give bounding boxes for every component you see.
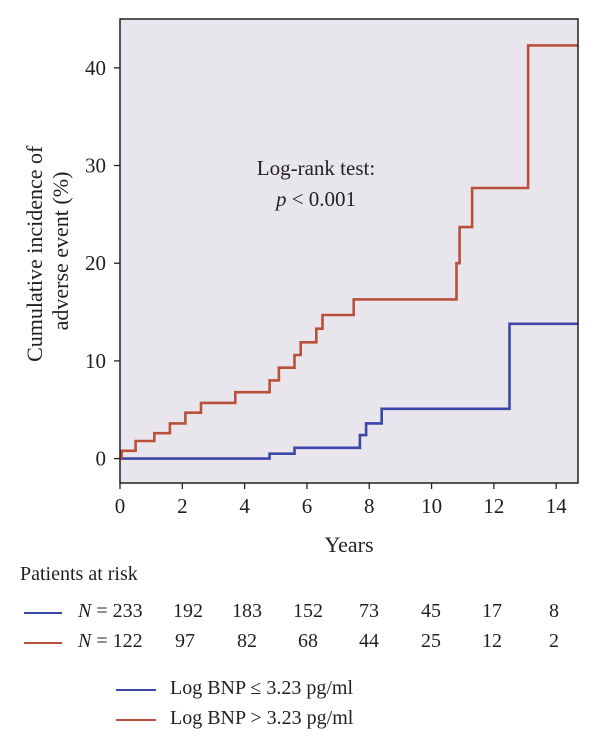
series-line-1 — [120, 44, 578, 460]
risk-value: 44 — [359, 630, 379, 652]
risk-row-line — [24, 612, 62, 614]
risk-row-low-bnp: N = 233 192 183 152 73 45 17 8 — [0, 600, 600, 626]
risk-value: 82 — [237, 630, 257, 652]
plot-frame — [119, 18, 579, 484]
series-line-0 — [120, 322, 578, 460]
x-tick-label: 2 — [177, 494, 188, 518]
risk-value: 152 — [293, 600, 323, 622]
risk-value: 45 — [421, 600, 441, 622]
risk-table-title: Patients at risk — [20, 563, 138, 585]
legend-label: Log BNP > 3.23 pg/ml — [170, 707, 354, 729]
risk-row-line — [24, 642, 62, 644]
x-tick-label: 10 — [421, 494, 442, 518]
y-tick-label: 30 — [85, 154, 106, 178]
risk-value: 2 — [549, 630, 559, 652]
y-axis-label: Cumulative incidence of adverse event (%… — [22, 140, 73, 362]
y-tick-label: 10 — [85, 349, 106, 373]
logrank-annotation-title: Log-rank test: — [257, 156, 375, 180]
risk-value: 17 — [482, 600, 502, 622]
risk-value: 8 — [549, 600, 559, 622]
legend-label: Log BNP ≤ 3.23 pg/ml — [170, 677, 354, 699]
y-axis-label-line2: adverse event (%) — [48, 172, 73, 331]
x-tick-label: 12 — [483, 494, 504, 518]
risk-value: 25 — [421, 630, 441, 652]
risk-row-n: N = 233 — [78, 600, 143, 622]
x-tick-label: 14 — [546, 494, 568, 518]
risk-value: 68 — [298, 630, 318, 652]
x-tick-label: 0 — [115, 494, 126, 518]
risk-value: 192 — [173, 600, 203, 622]
legend-swatch — [116, 719, 156, 721]
x-tick-label: 6 — [302, 494, 313, 518]
p-value: < 0.001 — [286, 187, 356, 211]
x-axis-label: Years — [324, 532, 373, 557]
risk-row-high-bnp: N = 122 97 82 68 44 25 12 2 — [0, 630, 600, 656]
risk-value: 183 — [232, 600, 262, 622]
risk-row-n: N = 122 — [78, 630, 143, 652]
plot-area — [120, 19, 578, 483]
risk-value: 73 — [359, 600, 379, 622]
risk-value: 12 — [482, 630, 502, 652]
risk-value: 97 — [175, 630, 195, 652]
y-tick-label: 0 — [96, 447, 107, 471]
x-tick-label: 4 — [239, 494, 250, 518]
logrank-annotation-pvalue: p < 0.001 — [274, 187, 356, 211]
y-tick-label: 20 — [85, 251, 106, 275]
legend-swatch — [116, 689, 156, 691]
y-tick-label: 40 — [85, 56, 106, 80]
x-tick-label: 8 — [364, 494, 375, 518]
p-symbol: p — [274, 187, 287, 211]
y-axis-label-line1: Cumulative incidence of — [22, 145, 47, 362]
